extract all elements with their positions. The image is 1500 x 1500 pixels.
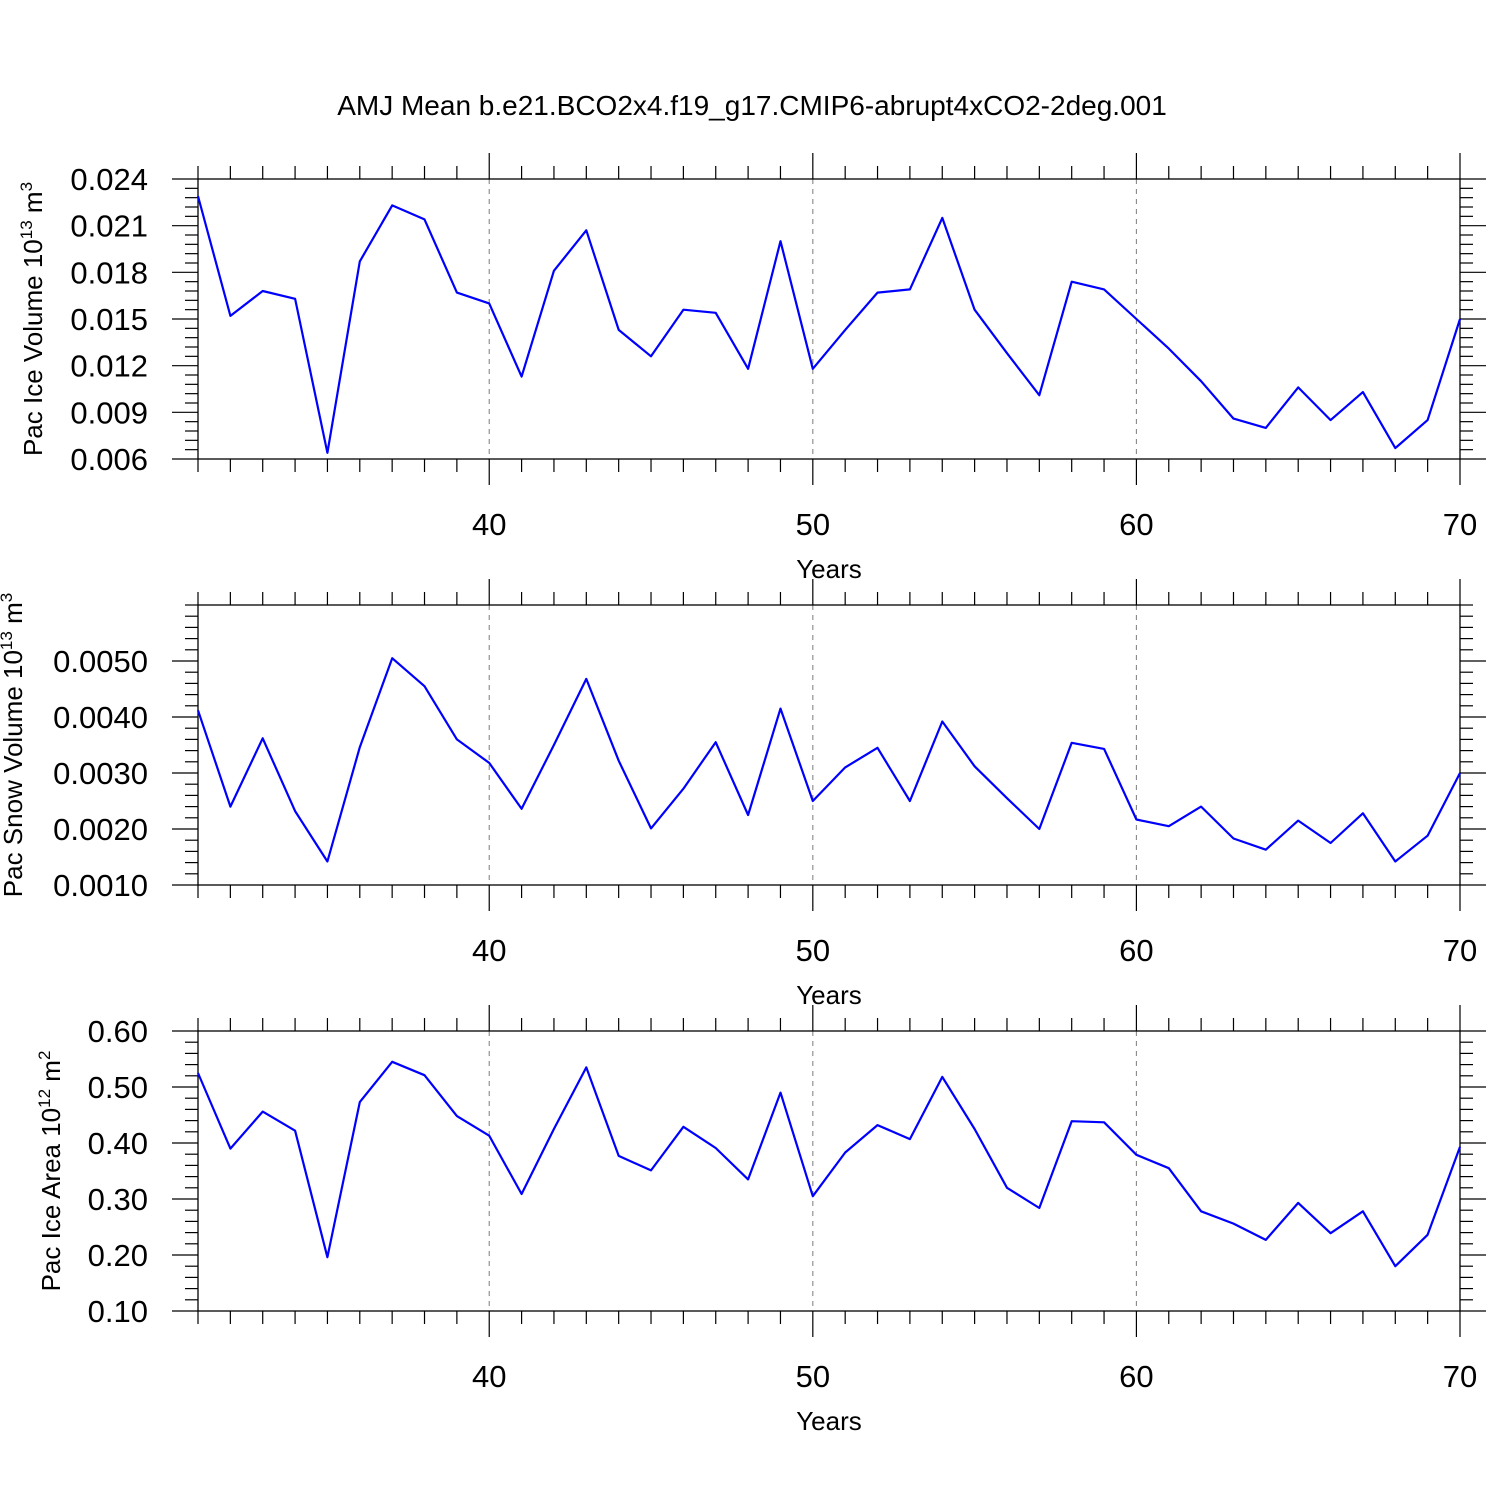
y-axis-label-unit: m <box>0 602 28 631</box>
y-tick-label: 0.0040 <box>53 700 148 735</box>
y-tick-label: 0.021 <box>70 209 148 244</box>
y-axis-label-unit: m <box>18 191 48 220</box>
y-tick-label: 0.40 <box>88 1126 148 1161</box>
series-line <box>196 1060 1462 1268</box>
y-tick-label: 0.006 <box>70 442 148 477</box>
x-tick-label: 70 <box>1443 507 1477 542</box>
y-axis-label: Pac Ice Area 1012 m2 <box>35 1051 66 1292</box>
y-tick-label: 0.10 <box>88 1294 148 1329</box>
y-tick-label: 0.012 <box>70 349 148 384</box>
plot-frame <box>197 1030 1461 1312</box>
x-tick-label: 50 <box>796 1359 830 1394</box>
x-tick-label: 60 <box>1119 507 1153 542</box>
y-axis-label-text: Pac Snow Volume 10 <box>0 650 28 897</box>
x-tick-label: 70 <box>1443 933 1477 968</box>
x-tick-label: 40 <box>472 1359 506 1394</box>
y-axis-label-text: Pac Ice Volume 10 <box>18 239 48 456</box>
y-tick-label: 0.20 <box>88 1238 148 1273</box>
y-axis-label-text: Pac Ice Area 10 <box>36 1108 66 1292</box>
y-axis-label-unit-exponent: 2 <box>35 1051 54 1060</box>
y-tick-label: 0.60 <box>88 1014 148 1049</box>
y-tick-label: 0.50 <box>88 1070 148 1105</box>
x-axis-label: Years <box>796 1406 862 1436</box>
x-tick-label: 40 <box>472 933 506 968</box>
series-line <box>196 195 1462 454</box>
ice-area-panel: 40 50 60 70 0.10 0.20 0.30 0.40 0.50 0.60 Years Pac… <box>35 1005 1486 1436</box>
figure-title: AMJ Mean b.e21.BCO2x4.f19_g17.CMIP6-abru… <box>337 90 1167 121</box>
y-tick-label: 0.0050 <box>53 644 148 679</box>
y-tick-label: 0.018 <box>70 255 148 290</box>
x-tick-label: 70 <box>1443 1359 1477 1394</box>
y-axis-label-unit-exponent: 3 <box>0 593 16 602</box>
plot-frame <box>197 604 1461 886</box>
plot-frame <box>197 178 1461 460</box>
ice-volume-panel: 40 50 60 70 0.006 0.009 0.012 0.015 0.018 0.021 0.… <box>17 153 1486 584</box>
y-axis-label-exponent: 13 <box>17 220 36 239</box>
x-tick-label: 40 <box>472 507 506 542</box>
x-axis-label: Years <box>796 554 862 584</box>
y-axis-label-unit-exponent: 3 <box>17 182 36 191</box>
x-tick-label: 60 <box>1119 933 1153 968</box>
y-axis-label: Pac Snow Volume 1013 m3 <box>0 593 28 897</box>
y-tick-label: 0.009 <box>70 395 148 430</box>
y-tick-label: 0.024 <box>70 162 148 197</box>
y-tick-label: 0.0030 <box>53 756 148 791</box>
y-tick-label: 0.015 <box>70 302 148 337</box>
y-axis-label: Pac Ice Volume 1013 m3 <box>17 182 48 456</box>
y-axis-label-unit: m <box>36 1060 66 1089</box>
x-tick-label: 60 <box>1119 1359 1153 1394</box>
y-axis-label-exponent: 12 <box>35 1089 54 1108</box>
x-tick-label: 50 <box>796 933 830 968</box>
x-tick-label: 50 <box>796 507 830 542</box>
y-tick-label: 0.0020 <box>53 812 148 847</box>
snow-volume-panel: 40 50 60 70 0.0010 0.0020 0.0030 0.0040 0.0050 Ye… <box>0 579 1486 1010</box>
y-axis-label-exponent: 13 <box>0 631 16 650</box>
y-tick-label: 0.30 <box>88 1182 148 1217</box>
x-axis-label: Years <box>796 980 862 1010</box>
y-tick-label: 0.0010 <box>53 868 148 903</box>
series-line <box>196 657 1461 863</box>
